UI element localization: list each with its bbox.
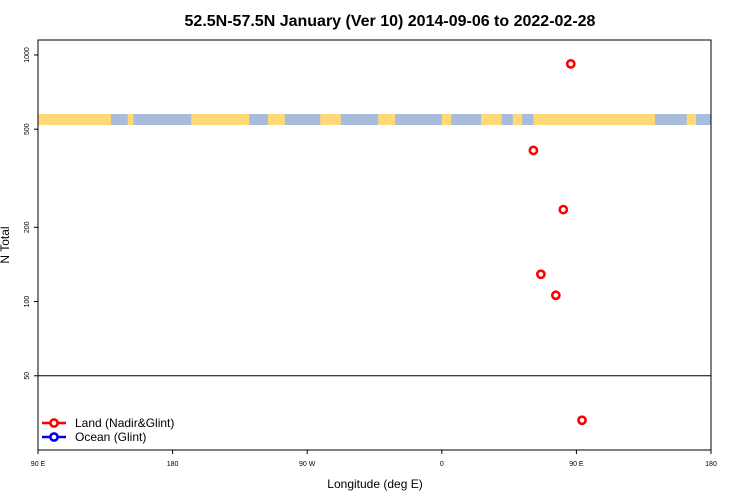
map-land-segment [378, 114, 396, 125]
map-land-segment [38, 114, 111, 125]
data-point [528, 145, 539, 156]
legend-label: Ocean (Glint) [75, 430, 146, 444]
data-point [550, 290, 561, 301]
x-tick-label: 0 [440, 461, 444, 468]
x-axis-label: Longitude (deg E) [327, 477, 422, 491]
y-tick-label: 100 [24, 296, 31, 308]
map-land-segment [441, 114, 452, 125]
y-tick-label: 1000 [24, 47, 31, 63]
map-land-segment [191, 114, 250, 125]
map-land-segment [481, 114, 502, 125]
legend-label: Land (Nadir&Glint) [75, 416, 174, 430]
y-axis: 50 100 200 500 1000 [24, 47, 38, 380]
x-tick-label: 90 E [31, 461, 46, 468]
map-ocean-band [38, 114, 711, 125]
chart-title: 52.5N-57.5N January (Ver 10) 2014-09-06 … [185, 13, 596, 30]
legend: Land (Nadir&Glint)Ocean (Glint) [42, 416, 174, 444]
map-land-segment [267, 114, 285, 125]
map-land-segment [512, 114, 523, 125]
data-point [558, 204, 569, 215]
map-land-segment [127, 114, 134, 125]
y-tick-label: 200 [24, 221, 31, 233]
y-tick-label: 500 [24, 123, 31, 135]
legend-marker [49, 418, 59, 428]
map-land-segment [320, 114, 341, 125]
x-tick-label: 90 E [569, 461, 584, 468]
data-points [528, 58, 587, 426]
data-point [577, 415, 587, 426]
plot-frame [37, 39, 712, 451]
data-point [565, 58, 576, 69]
y-axis-label: N Total [0, 226, 12, 263]
x-tick-label: 180 [167, 461, 179, 468]
map-strip [38, 114, 711, 125]
y-tick-label: 50 [24, 372, 31, 380]
x-tick-label: 180 [705, 461, 717, 468]
legend-marker [49, 432, 59, 442]
x-axis: 90 E 180 90 W 0 90 E 180 [31, 450, 717, 468]
map-land-segment [533, 114, 655, 125]
data-point [535, 269, 546, 280]
map-land-segment [686, 114, 697, 125]
x-tick-label: 90 W [299, 461, 316, 468]
